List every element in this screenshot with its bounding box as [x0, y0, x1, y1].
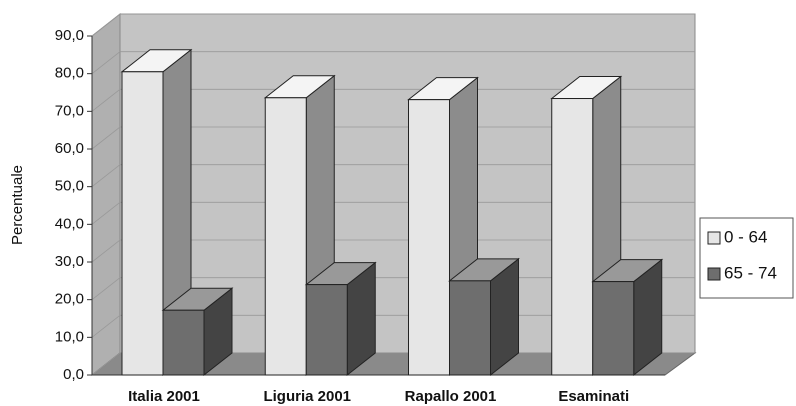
- y-tick-label: 80,0: [55, 65, 84, 82]
- y-axis-label: Percentuale: [9, 165, 26, 245]
- bar-front: [551, 98, 594, 376]
- bar-front: [121, 71, 164, 376]
- grid-line: [91, 88, 695, 112]
- y-tick-label: 10,0: [55, 328, 84, 345]
- grid-line: [91, 201, 695, 225]
- x-tick-label: Rapallo 2001: [405, 388, 497, 405]
- y-tick-label: 30,0: [55, 253, 84, 270]
- bar-front: [305, 284, 348, 376]
- bar: [591, 258, 664, 377]
- bar: [161, 287, 234, 377]
- bar-front: [449, 280, 491, 376]
- legend-label: 0 - 64: [724, 227, 767, 246]
- x-tick-label: Esaminati: [558, 388, 629, 405]
- bar-front: [162, 309, 205, 376]
- bar-front: [408, 99, 450, 376]
- y-tick-label: 40,0: [55, 215, 84, 232]
- y-tick-label: 0,0: [63, 366, 84, 383]
- grid-line: [91, 126, 695, 150]
- legend-box: [699, 217, 794, 299]
- grid-line: [91, 164, 695, 187]
- grid-line: [91, 239, 695, 263]
- y-tick-label: 60,0: [55, 140, 84, 157]
- bar-front: [264, 97, 307, 376]
- y-tick-label: 90,0: [55, 27, 84, 44]
- x-tick-label: Liguria 2001: [263, 388, 351, 405]
- grid-line: [91, 13, 695, 37]
- y-tick-label: 70,0: [55, 102, 84, 119]
- legend-label: 65 - 74: [724, 263, 777, 282]
- bar: [448, 257, 520, 377]
- y-tick-label: 50,0: [55, 178, 84, 195]
- x-tick-label: Italia 2001: [128, 388, 200, 405]
- bar: [304, 261, 377, 377]
- legend-swatch: [707, 267, 721, 281]
- bar-front: [592, 281, 635, 376]
- grid-line: [91, 51, 695, 74]
- y-tick-label: 20,0: [55, 291, 84, 308]
- side-wall: [91, 12, 121, 377]
- legend-swatch: [707, 231, 721, 245]
